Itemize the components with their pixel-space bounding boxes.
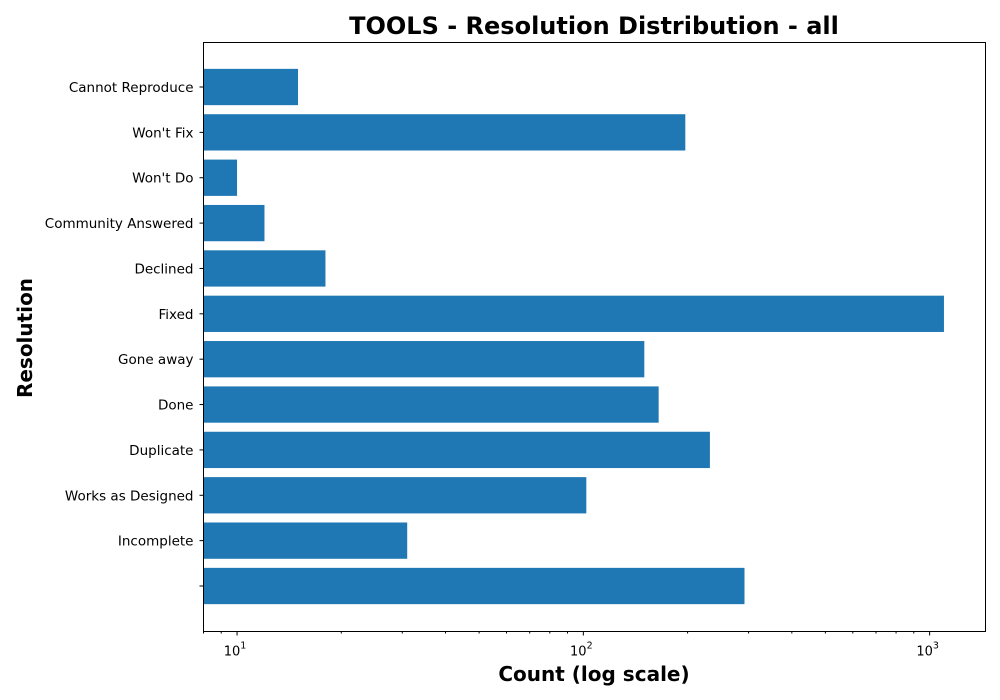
y-tick-label-10: Incomplete (118, 534, 194, 550)
y-tick-label-0: Cannot Reproduce (69, 80, 194, 96)
x-axis-label: Count (log scale) (498, 662, 689, 686)
x-tick-label-2: 103 (916, 641, 939, 660)
bar-4 (203, 250, 326, 287)
chart-title: TOOLS - Resolution Distribution - all (349, 12, 839, 40)
bar-1 (203, 114, 686, 151)
y-tick-label-7: Done (158, 398, 194, 414)
bar-3 (203, 204, 265, 242)
bar-0 (203, 68, 299, 106)
bar-10 (203, 522, 408, 559)
bar-6 (203, 341, 645, 378)
y-tick-label-5: Fixed (159, 307, 194, 323)
x-tick-label-0: 101 (224, 641, 247, 660)
bars-group (203, 68, 944, 605)
y-tick-label-6: Gone away (118, 352, 193, 368)
y-tick-label-4: Declined (134, 261, 193, 277)
y-axis-label: Resolution (13, 278, 37, 398)
y-tick-label-8: Duplicate (129, 443, 193, 459)
bar-11 (203, 567, 745, 605)
bar-7 (203, 386, 659, 423)
y-tick-label-1: Won't Fix (132, 125, 193, 141)
y-tick-label-3: Community Answered (45, 216, 194, 232)
x-tick-label-1: 102 (570, 641, 593, 660)
plot-frame (203, 42, 986, 632)
x-axis-ticks: 101 102 103 (203, 631, 939, 660)
bar-5 (203, 295, 944, 332)
bar-2 (203, 159, 238, 196)
bar-9 (203, 477, 587, 514)
y-tick-label-2: Won't Do (132, 171, 193, 187)
y-tick-label-9: Works as Designed (65, 488, 194, 504)
y-axis-ticks: Cannot Reproduce Won't Fix Won't Do Communi… (45, 80, 204, 587)
bar-8 (203, 431, 710, 469)
